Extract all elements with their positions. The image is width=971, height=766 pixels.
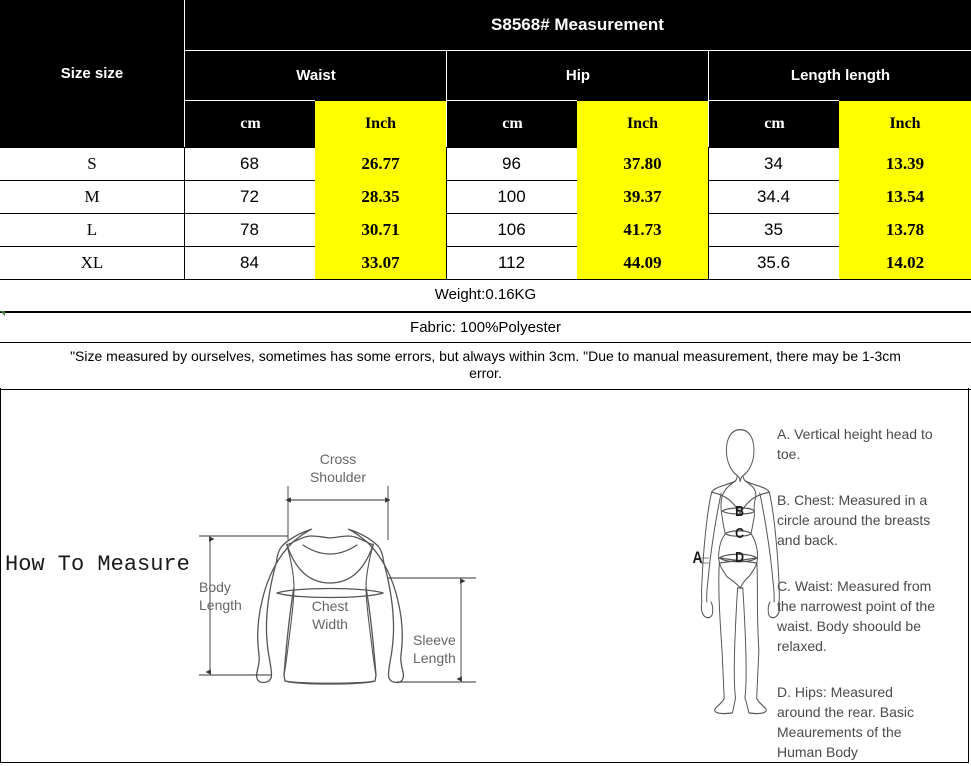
svg-text:C: C: [735, 525, 744, 541]
svg-text:Body: Body: [199, 579, 231, 595]
svg-text:Length: Length: [413, 650, 456, 666]
svg-text:Cross: Cross: [320, 451, 357, 467]
svg-text:Shoulder: Shoulder: [310, 469, 366, 485]
svg-text:Length: Length: [199, 597, 242, 613]
svg-text:A: A: [692, 549, 702, 568]
svg-text:B: B: [735, 503, 744, 519]
svg-text:Chest: Chest: [312, 598, 349, 614]
svg-text:Sleeve: Sleeve: [413, 632, 456, 648]
svg-text:Width: Width: [312, 616, 348, 632]
svg-text:D: D: [735, 549, 744, 565]
